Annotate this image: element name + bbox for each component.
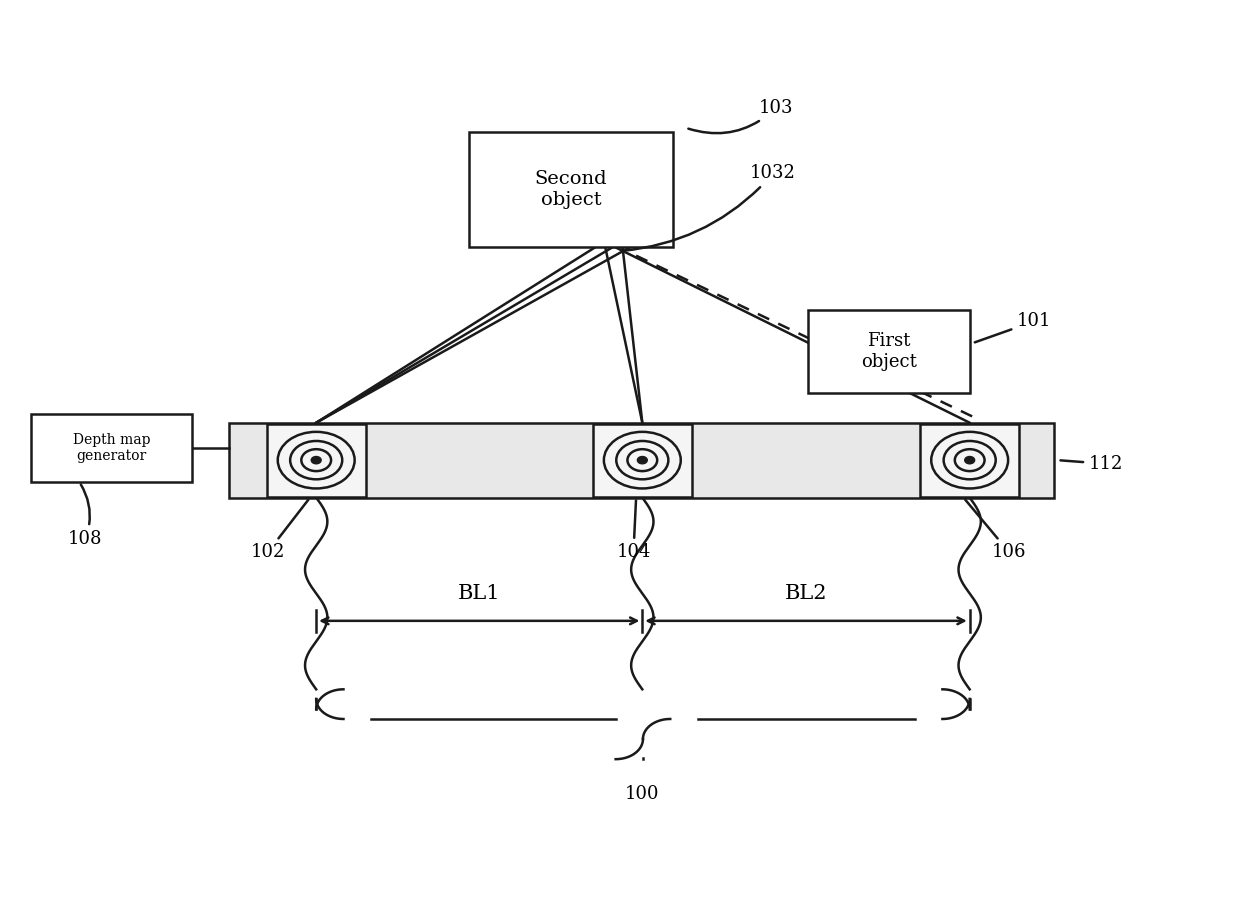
Text: BL2: BL2 [785,584,827,603]
Text: 108: 108 [68,485,103,548]
Bar [31,414,192,482]
Bar [229,423,1054,498]
Text: 100: 100 [625,785,660,803]
Bar [593,424,692,497]
Bar [808,310,970,393]
Text: 106: 106 [965,499,1027,561]
Bar [920,424,1019,497]
Text: First
object: First object [861,332,918,371]
Text: Second
object: Second object [534,170,608,209]
Text: 112: 112 [1060,455,1123,473]
Circle shape [637,456,647,464]
Text: BL1: BL1 [458,584,501,603]
Text: Depth map
generator: Depth map generator [73,433,150,463]
Text: 101: 101 [975,312,1052,342]
Bar [469,132,673,247]
Text: 102: 102 [250,499,309,561]
Text: 1032: 1032 [622,164,796,251]
Circle shape [965,456,975,464]
Text: 104: 104 [616,500,651,561]
Bar [267,424,366,497]
Circle shape [311,456,321,464]
Text: 103: 103 [688,99,794,133]
